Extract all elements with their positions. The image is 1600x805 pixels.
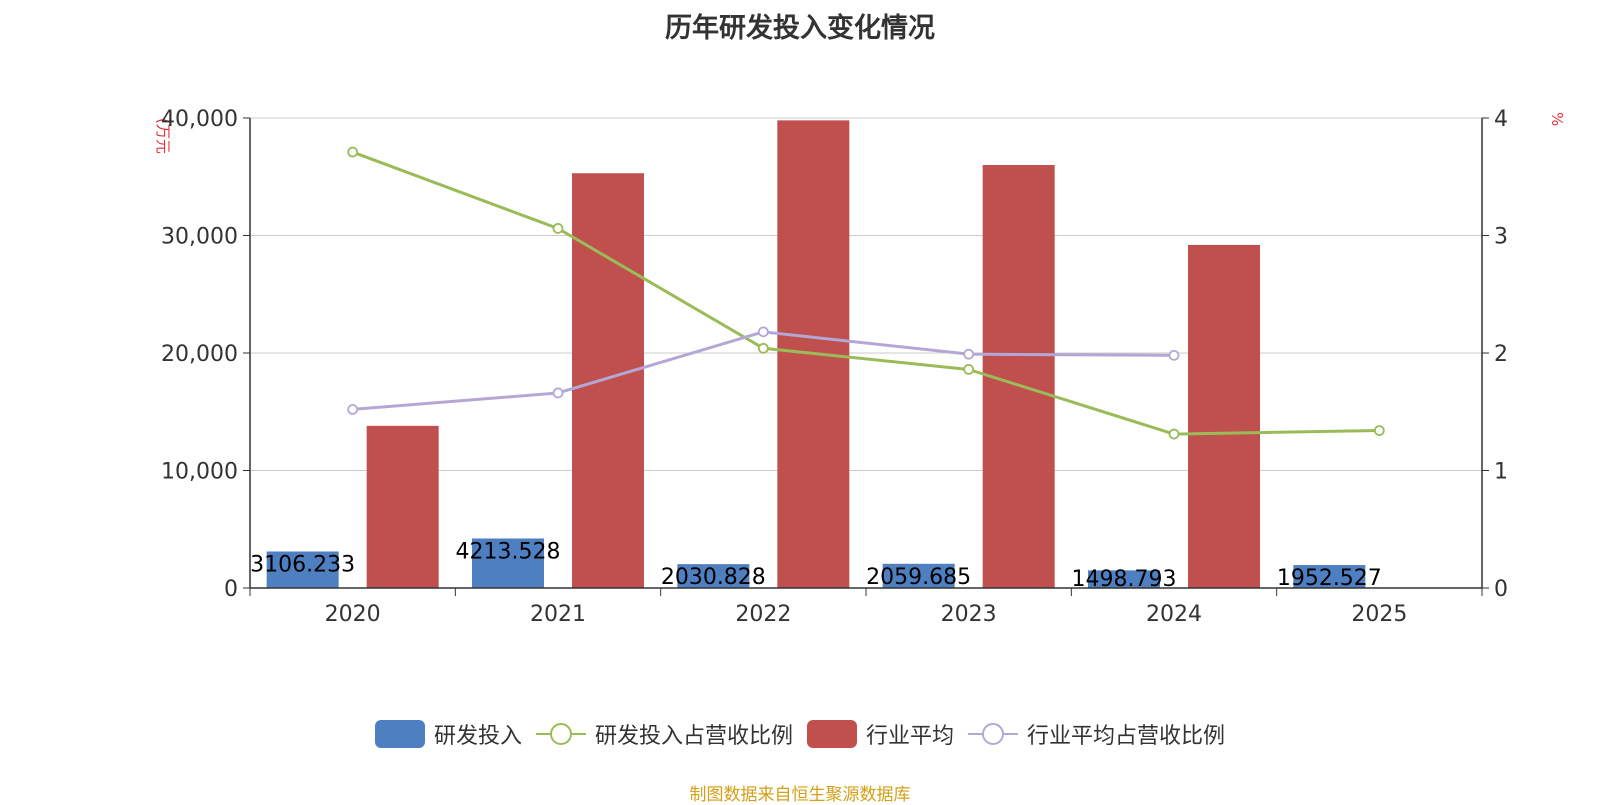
x-axis-tick-label: 2022 — [735, 602, 791, 627]
line-rd-ratio — [352, 150, 1380, 436]
point-industry-ratio — [552, 387, 564, 399]
point-rd-ratio — [757, 342, 769, 354]
point-rd-ratio — [1373, 425, 1385, 436]
legend: 研发投入 研发投入占营收比例 行业平均 行业平均占营收比例 — [0, 718, 1600, 750]
bar-rd-investment — [882, 563, 955, 588]
data-label-rd-investment: 3106.233 — [250, 553, 355, 578]
left-axis-tick-label: 30,000 — [161, 225, 238, 250]
point-industry-ratio — [347, 403, 359, 415]
legend-swatch-rd-investment — [374, 720, 425, 748]
point-rd-ratio — [552, 223, 564, 234]
legend-item-industry-ratio[interactable]: 行业平均占营收比例 — [968, 718, 1225, 750]
x-axis-tick-label: 2025 — [1351, 602, 1407, 627]
legend-item-rd-ratio[interactable]: 研发投入占营收比例 — [535, 718, 793, 750]
left-axis-tick-label: 40,000 — [161, 107, 238, 132]
right-axis-tick-label: 0 — [1494, 577, 1508, 602]
point-rd-ratio — [1168, 428, 1180, 440]
right-axis-tick-label: 3 — [1494, 225, 1508, 250]
legend-label: 行业平均占营收比例 — [1027, 724, 1226, 749]
point-rd-ratio — [963, 364, 975, 375]
bar-rd-investment — [1293, 565, 1366, 588]
data-label-rd-investment: 2030.828 — [661, 565, 766, 590]
data-label-rd-investment: 4213.528 — [456, 539, 561, 564]
chart-title: 历年研发投入变化情况 — [665, 13, 935, 44]
point-industry-ratio — [963, 348, 975, 360]
point-industry-ratio — [1168, 349, 1180, 361]
legend-swatch-industry-ratio — [968, 723, 1019, 745]
x-axis-tick-label: 2020 — [325, 602, 381, 627]
bar-industry-avg — [366, 425, 439, 588]
legend-label: 研发投入占营收比例 — [594, 724, 793, 749]
right-axis-tick-label: 1 — [1494, 460, 1508, 485]
legend-item-rd-investment[interactable]: 研发投入 — [374, 718, 522, 750]
right-axis-tick-label: 2 — [1494, 342, 1508, 367]
bar-rd-investment — [1088, 570, 1160, 588]
point-rd-ratio — [347, 146, 359, 158]
data-label-rd-investment: 1952.527 — [1277, 566, 1382, 591]
bar-rd-investment — [266, 551, 339, 588]
point-industry-ratio — [757, 326, 769, 338]
x-axis-tick-label: 2021 — [530, 602, 586, 627]
data-source-note: 制图数据来自恒生聚源数据库 — [689, 785, 911, 805]
legend-swatch-industry-avg — [807, 720, 857, 748]
legend-label: 研发投入 — [433, 724, 522, 749]
left-axis-tick-label: 0 — [224, 577, 238, 602]
x-axis-tick-label: 2023 — [941, 602, 997, 627]
bar-rd-investment — [472, 538, 544, 588]
bar-industry-avg — [572, 173, 644, 588]
data-label-rd-investment: 1498.793 — [1072, 567, 1177, 592]
bar-rd-investment — [677, 564, 750, 588]
data-label-rd-investment: 2059.685 — [866, 565, 971, 590]
legend-swatch-rd-ratio — [535, 723, 586, 745]
x-axis-tick-label: 2024 — [1146, 602, 1202, 627]
left-axis-tick-label: 10,000 — [161, 460, 238, 485]
legend-item-industry-avg[interactable]: 行业平均 — [807, 718, 954, 750]
right-axis-tick-label: 4 — [1494, 107, 1508, 132]
legend-label: 行业平均 — [866, 724, 955, 749]
left-axis-tick-label: 20,000 — [161, 342, 238, 367]
bar-industry-avg — [1188, 244, 1260, 588]
